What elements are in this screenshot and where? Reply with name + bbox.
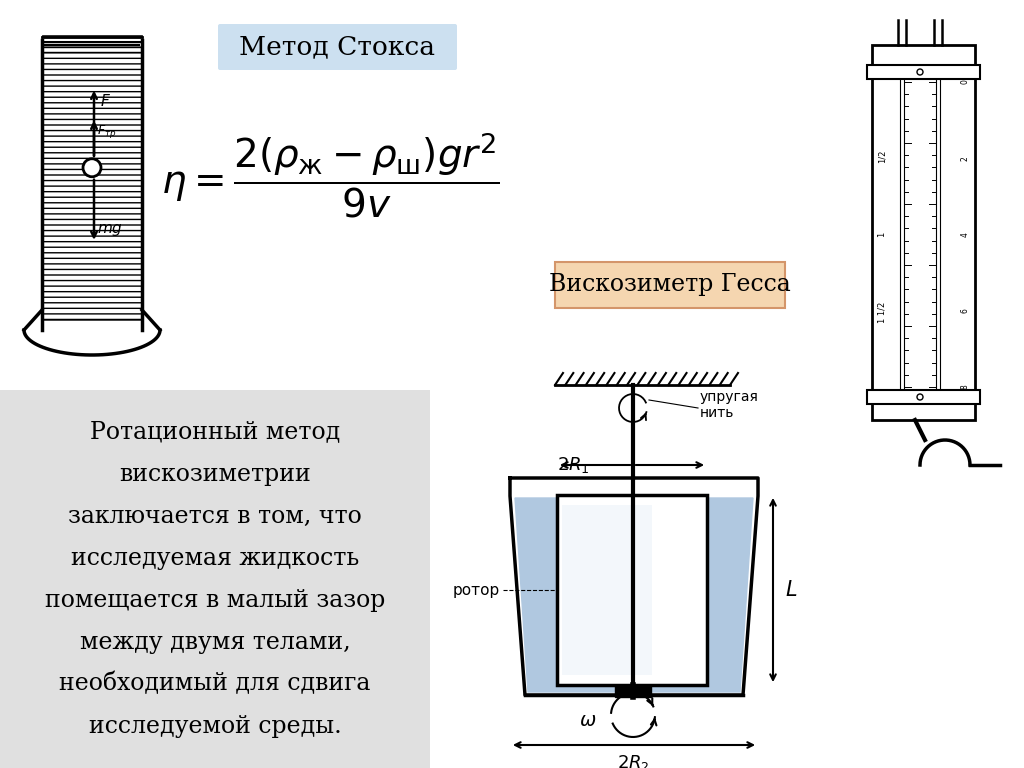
Text: $F_{тр}$: $F_{тр}$: [97, 123, 117, 140]
Text: Ротационный метод: Ротационный метод: [90, 421, 340, 443]
Text: $\eta = \dfrac{2(\rho_{\rm ж} - \rho_{\rm ш})gr^2}{9v}$: $\eta = \dfrac{2(\rho_{\rm ж} - \rho_{\r…: [161, 130, 500, 220]
Text: 0: 0: [961, 80, 970, 84]
Text: ротор: ротор: [453, 582, 500, 598]
Text: 4: 4: [961, 232, 970, 237]
Circle shape: [83, 159, 101, 177]
Text: исследуемая жидкость: исследуемая жидкость: [71, 547, 359, 570]
Bar: [562, 505, 652, 675]
Text: помещается в малый зазор: помещается в малый зазор: [45, 588, 385, 611]
Text: 8: 8: [961, 385, 970, 389]
Text: $2R_1$: $2R_1$: [557, 455, 590, 475]
Text: вискозиметрии: вискозиметрии: [119, 462, 311, 485]
Text: $mg$: $mg$: [97, 222, 123, 238]
Text: заключается в том, что: заключается в том, что: [69, 505, 361, 528]
FancyBboxPatch shape: [218, 24, 457, 70]
Bar: [0, 390, 430, 768]
Text: 1: 1: [878, 232, 887, 237]
Text: $2R_2$: $2R_2$: [616, 753, 649, 768]
Bar: [867, 390, 980, 404]
Bar: [557, 495, 707, 685]
Text: 1/2: 1/2: [878, 150, 887, 164]
Bar: [615, 685, 651, 697]
Text: $\omega$: $\omega$: [580, 710, 597, 730]
Text: между двумя телами,: между двумя телами,: [80, 631, 350, 654]
Bar: [872, 45, 975, 420]
Text: необходимый для сдвига: необходимый для сдвига: [59, 672, 371, 696]
Text: 6: 6: [961, 308, 970, 313]
Text: Метод Стокса: Метод Стокса: [239, 35, 435, 59]
Text: упругая
нить: упругая нить: [700, 390, 759, 420]
Text: $F$: $F$: [100, 93, 111, 109]
Circle shape: [918, 69, 923, 75]
Bar: [867, 65, 980, 79]
Text: 1 1/2: 1 1/2: [878, 302, 887, 323]
Bar: [555, 262, 785, 308]
Bar: [42, 35, 142, 320]
Text: L: L: [785, 580, 797, 600]
Polygon shape: [515, 498, 753, 692]
Text: 2: 2: [961, 156, 970, 161]
Text: Вискозиметр Гесса: Вискозиметр Гесса: [549, 273, 791, 296]
Circle shape: [918, 394, 923, 400]
Text: исследуемой среды.: исследуемой среды.: [89, 714, 341, 737]
